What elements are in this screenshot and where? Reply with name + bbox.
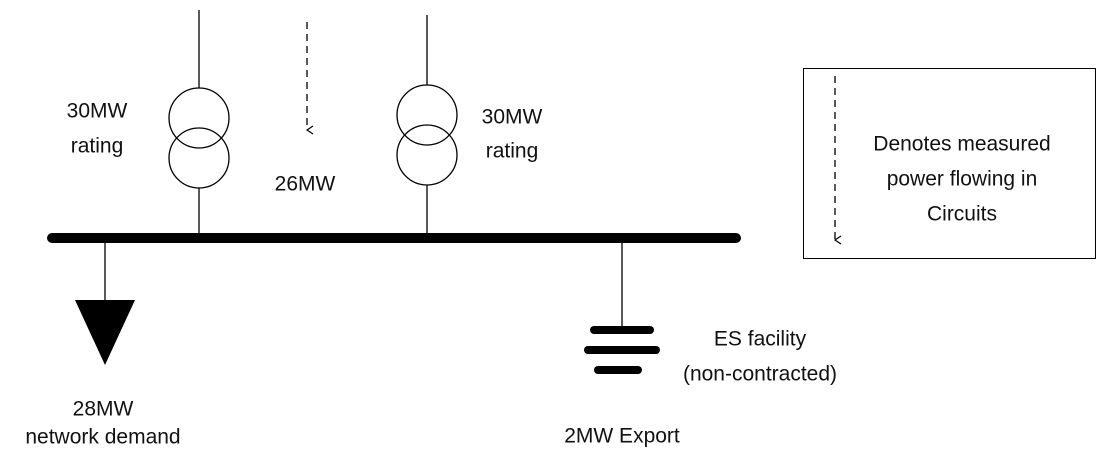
- storage: [584, 238, 660, 374]
- transformer: [396, 15, 458, 238]
- transformer-label: 30MW: [482, 106, 543, 129]
- storage-label: ES facility: [714, 328, 807, 351]
- load-label: 28MW: [73, 398, 134, 421]
- storage-flow-label: 2MW Export: [564, 425, 680, 448]
- transformer: [168, 10, 230, 238]
- transformer-label: rating: [486, 140, 539, 163]
- load-label: network demand: [25, 426, 180, 449]
- legend-text: Circuits: [927, 203, 997, 226]
- flow-label: 26MW: [275, 173, 336, 196]
- transformer-label: rating: [71, 135, 124, 158]
- legend-text: Denotes measured: [873, 133, 1050, 156]
- legend-text: power flowing in: [887, 168, 1038, 191]
- storage-label: (non-contracted): [683, 363, 837, 386]
- load: [75, 238, 135, 365]
- transformer-label: 30MW: [67, 100, 128, 123]
- legend: [803, 68, 1096, 259]
